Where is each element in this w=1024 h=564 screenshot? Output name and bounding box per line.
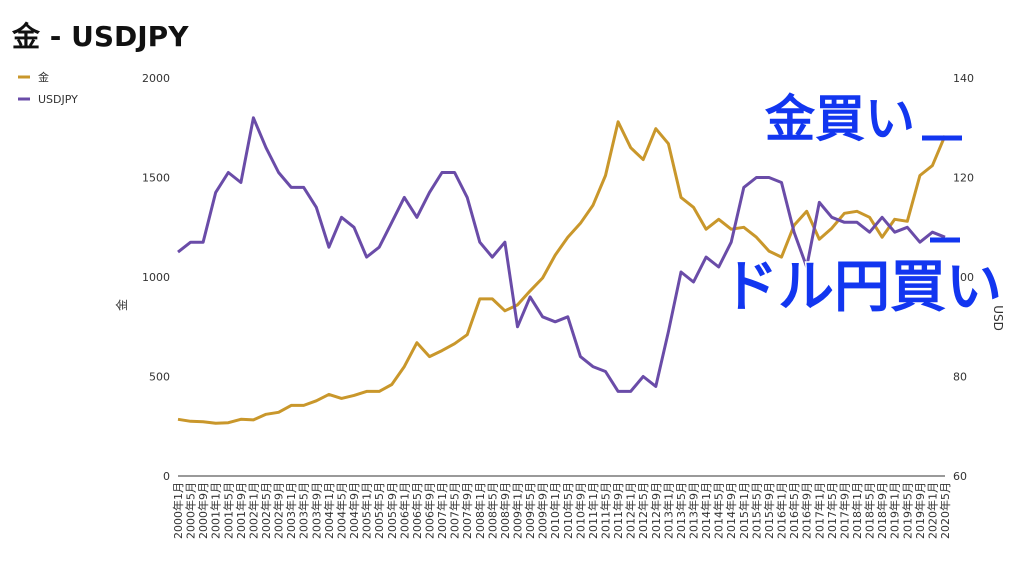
legend-label: 金 xyxy=(38,70,49,84)
x-tick-label: 2014年9月 xyxy=(724,482,738,539)
x-tick-label: 2019年9月 xyxy=(913,482,927,539)
x-tick-label: 2007年5月 xyxy=(448,482,462,539)
x-tick-label: 2012年1月 xyxy=(624,482,638,539)
x-tick-label: 2006年9月 xyxy=(422,482,436,539)
x-tick-label: 2013年1月 xyxy=(661,482,675,539)
x-tick-label: 2000年1月 xyxy=(171,482,185,539)
x-tick-label: 2015年9月 xyxy=(762,482,776,539)
x-tick-label: 2016年9月 xyxy=(800,482,814,539)
x-tick-label: 2002年5月 xyxy=(259,482,273,539)
x-tick-label: 2005年9月 xyxy=(385,482,399,539)
series-line xyxy=(177,120,947,425)
x-tick-label: 2010年1月 xyxy=(548,482,562,539)
x-tick-label: 2018年1月 xyxy=(850,482,864,539)
x-tick-label: 2011年1月 xyxy=(586,482,600,539)
x-tick-label: 2011年5月 xyxy=(599,482,613,539)
x-tick-label: 2019年1月 xyxy=(888,482,902,539)
x-tick-label: 2008年5月 xyxy=(485,482,499,539)
x-tick-label: 2001年5月 xyxy=(221,482,235,539)
y2-tick-label: 140 xyxy=(953,72,974,85)
x-tick-label: 2014年1月 xyxy=(699,482,713,539)
x-tick-label: 2003年5月 xyxy=(297,482,311,539)
x-tick-label: 2013年5月 xyxy=(674,482,688,539)
x-tick-label: 2020年1月 xyxy=(925,482,939,539)
x-tick-label: 2016年5月 xyxy=(787,482,801,539)
x-tick-label: 2005年1月 xyxy=(360,482,374,539)
x-tick-label: 2006年1月 xyxy=(397,482,411,539)
x-tick-label: 2017年1月 xyxy=(812,482,826,539)
x-tick-label: 2018年5月 xyxy=(863,482,877,539)
series-line xyxy=(177,116,946,393)
x-tick-label: 2002年9月 xyxy=(272,482,286,539)
x-tick-label: 2001年9月 xyxy=(234,482,248,539)
chart-title: 金 - USDJPY xyxy=(11,20,189,53)
y2-tick-label: 100 xyxy=(953,271,974,284)
x-tick-label: 2004年1月 xyxy=(322,482,336,539)
x-tick-label: 2000年5月 xyxy=(184,482,198,539)
y-tick-label: 2000 xyxy=(142,72,170,85)
x-tick-label: 2010年9月 xyxy=(573,482,587,539)
x-tick-label: 2016年1月 xyxy=(775,482,789,539)
x-tick-label: 2018年9月 xyxy=(875,482,889,539)
x-tick-label: 2005年5月 xyxy=(372,482,386,539)
x-tick-label: 2014年5月 xyxy=(712,482,726,539)
x-tick-label: 2012年5月 xyxy=(636,482,650,539)
x-tick-label: 2003年1月 xyxy=(284,482,298,539)
y-tick-label: 500 xyxy=(149,371,170,384)
x-tick-label: 2000年9月 xyxy=(196,482,210,539)
x-tick-label: 2009年1月 xyxy=(510,482,524,539)
x-tick-label: 2002年1月 xyxy=(246,482,260,539)
x-tick-label: 2015年1月 xyxy=(737,482,751,539)
y2-tick-label: 60 xyxy=(953,470,967,483)
x-tick-label: 2011年9月 xyxy=(611,482,625,539)
x-tick-label: 2003年9月 xyxy=(309,482,323,539)
y-tick-label: 1000 xyxy=(142,271,170,284)
annotation: ドル円買い xyxy=(722,255,1002,320)
x-tick-label: 2008年1月 xyxy=(473,482,487,539)
x-tick-label: 2012年9月 xyxy=(649,482,663,539)
x-tick-label: 2009年9月 xyxy=(536,482,550,539)
y2-tick-label: 80 xyxy=(953,371,967,384)
x-tick-label: 2009年5月 xyxy=(523,482,537,539)
y2-axis-label: USD xyxy=(991,305,1005,331)
x-tick-label: 2015年5月 xyxy=(749,482,763,539)
y-tick-label: 1500 xyxy=(142,172,170,185)
y-tick-label: 0 xyxy=(163,470,170,483)
x-tick-label: 2006年5月 xyxy=(410,482,424,539)
x-tick-label: 2010年5月 xyxy=(561,482,575,539)
x-tick-label: 2004年5月 xyxy=(334,482,348,539)
x-tick-label: 2007年1月 xyxy=(435,482,449,539)
x-tick-label: 2020年5月 xyxy=(938,482,952,539)
x-tick-label: 2007年9月 xyxy=(460,482,474,539)
x-tick-label: 2019年5月 xyxy=(900,482,914,539)
annotation: 金買い xyxy=(765,90,915,148)
y-axis-label: 金 xyxy=(114,299,129,311)
x-tick-label: 2001年1月 xyxy=(209,482,223,539)
x-tick-label: 2008年9月 xyxy=(498,482,512,539)
legend-label: USDJPY xyxy=(38,93,78,106)
x-tick-label: 2004年9月 xyxy=(347,482,361,539)
x-tick-label: 2017年9月 xyxy=(837,482,851,539)
x-tick-label: 2017年5月 xyxy=(825,482,839,539)
y2-tick-label: 120 xyxy=(953,172,974,185)
x-tick-label: 2013年9月 xyxy=(687,482,701,539)
